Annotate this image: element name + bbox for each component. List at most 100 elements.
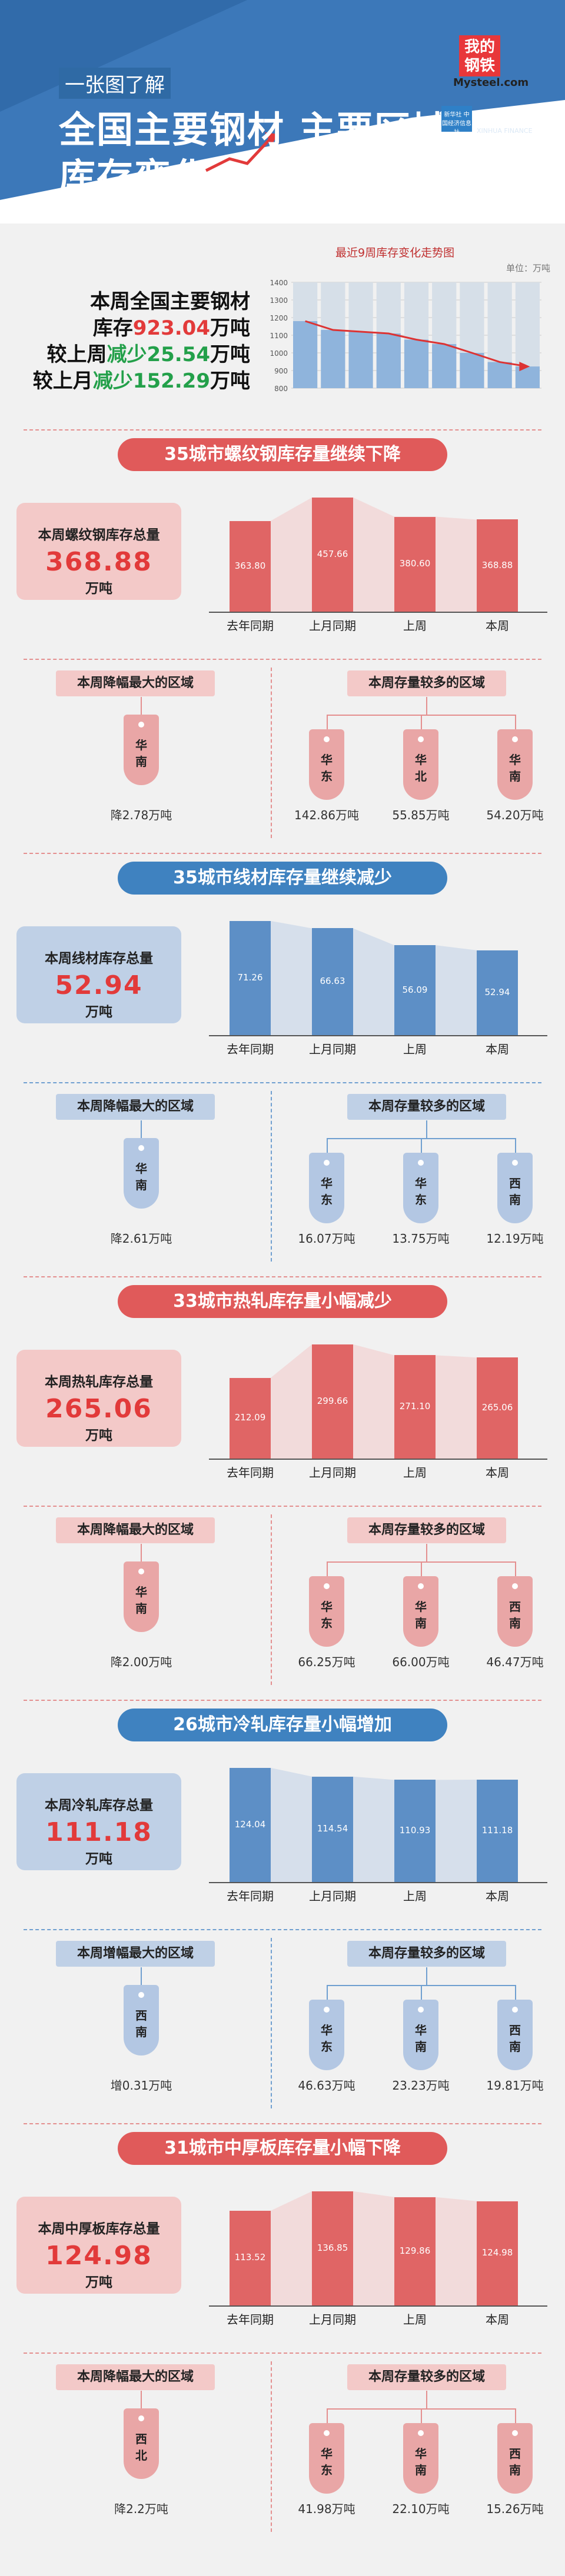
connector [515, 1138, 516, 1153]
bar-value-label: 299.66 [317, 1395, 348, 1406]
mini-bar [293, 321, 318, 388]
total-label: 本周中厚板库存总量 [38, 2221, 160, 2237]
tag-hole-icon [512, 2007, 518, 2013]
right-region-tag: 华东 [403, 1153, 438, 1223]
summary-line1: 本周全国主要钢材 [90, 290, 250, 313]
tag-hole-icon [512, 736, 518, 742]
tag-hole-icon [418, 1160, 424, 1166]
region-label: 西南 [509, 1176, 521, 1207]
category-label: 本周 [486, 1042, 509, 1056]
category-label: 上周 [403, 1042, 427, 1056]
tag-hole-icon [324, 736, 330, 742]
right-region-tag: 华东 [309, 1153, 344, 1223]
bar-value-label: 368.88 [481, 559, 513, 570]
mini-bar-bg [376, 282, 401, 333]
region-label: 华东 [321, 1600, 333, 1630]
tag-hole-icon [324, 1583, 330, 1589]
chart-bar: 212.09 [230, 1377, 271, 1459]
bar-value-label: 52.94 [484, 986, 510, 997]
bar-value-label: 212.09 [234, 1412, 266, 1423]
xinhua-finance-en: XINHUA FINANCE [477, 127, 533, 135]
vertical-divider [271, 1938, 272, 2108]
bar-value-label: 271.10 [399, 1401, 431, 1412]
connector [421, 2408, 422, 2423]
chart-bar: 380.60 [394, 516, 436, 612]
left-region-tag: 西北 [124, 2408, 159, 2479]
right-region-tag: 华东 [309, 1576, 344, 1647]
left-region-tag: 华南 [124, 1138, 159, 1209]
subsection-divider [24, 2353, 541, 2354]
mini-ytick: 1300 [270, 296, 288, 305]
right-region-value: 16.07万吨 [298, 1232, 355, 1246]
total-label: 本周冷轧库存总量 [45, 1798, 153, 1813]
left-region-value: 降2.78万吨 [110, 808, 172, 822]
total-unit: 万吨 [85, 2275, 112, 2290]
right-region-tag: 华北 [403, 729, 438, 800]
connector [426, 697, 427, 715]
total-box: 本周线材库存总量 52.94 万吨 [16, 926, 181, 1023]
mini-bar-bg [515, 282, 540, 367]
category-label: 本周 [486, 1466, 509, 1480]
region-label: 华南 [415, 2023, 427, 2054]
connector [421, 1138, 422, 1153]
total-unit: 万吨 [85, 1428, 112, 1443]
connector [141, 697, 142, 715]
subsection-divider [24, 659, 541, 660]
right-region-value: 54.20万吨 [486, 808, 544, 822]
region-label: 华东 [321, 1176, 333, 1207]
chart-bar: 71.26 [230, 920, 271, 1035]
category-label: 上周 [403, 2313, 427, 2327]
chart-bar: 368.88 [477, 519, 518, 612]
tag-hole-icon [418, 1583, 424, 1589]
summary-line2: 库存923.04万吨 [92, 316, 250, 340]
bar-value-label: 129.86 [399, 2245, 431, 2256]
connector [327, 715, 328, 729]
section-title: 33城市热轧库存量小幅减少 [118, 1285, 447, 1318]
xinhua-logo-box: 新华社 中国经济信息社 [441, 106, 472, 136]
chart-axis [209, 612, 547, 613]
right-region-value: 15.26万吨 [486, 2502, 544, 2516]
right-region-tag: 华南 [403, 2423, 438, 2494]
connector [515, 2408, 516, 2423]
subsection-divider [24, 1082, 541, 1083]
bar-value-label: 265.06 [481, 1402, 513, 1413]
section-title: 31城市中厚板库存量小幅下降 [118, 2132, 447, 2165]
chart-bar: 265.06 [477, 1357, 518, 1459]
right-region-tag: 华东 [309, 729, 344, 800]
mini-ytick: 1100 [270, 332, 288, 340]
bar-value-label: 457.66 [317, 548, 348, 559]
right-subtitle: 本周存量较多的区域 [347, 670, 506, 696]
total-value: 111.18 [45, 1817, 152, 1847]
chart-bar: 110.93 [394, 1780, 436, 1882]
tag-hole-icon [512, 2430, 518, 2436]
header: 一张图了解 全国主要钢材 主要区域 库存变化 我的 钢铁 Mysteel.com … [0, 0, 565, 223]
tag-hole-icon [324, 1160, 330, 1166]
right-subtitle: 本周存量较多的区域 [347, 1941, 506, 1967]
mini-bar-bg [321, 282, 345, 330]
right-region-value: 12.19万吨 [486, 1232, 544, 1246]
category-label: 去年同期 [227, 1889, 274, 1903]
tag-hole-icon [418, 2430, 424, 2436]
region-label: 华南 [415, 2447, 427, 2477]
right-region-value: 41.98万吨 [298, 2502, 355, 2516]
category-label: 上周 [403, 1466, 427, 1480]
bar-value-label: 110.93 [399, 1825, 431, 1836]
subsection-divider [24, 1506, 541, 1507]
connector [327, 1138, 328, 1153]
chart-bar: 56.09 [394, 945, 436, 1035]
tag-hole-icon [138, 1569, 144, 1574]
region-label: 华北 [415, 753, 427, 783]
category-label: 去年同期 [227, 2313, 274, 2327]
subsection-divider [24, 1929, 541, 1930]
region-label: 华南 [415, 1600, 427, 1630]
chart-bar: 111.18 [477, 1779, 518, 1882]
connector [141, 2391, 142, 2408]
bar-value-label: 136.85 [317, 2242, 348, 2253]
mini-bar-bg [460, 282, 484, 353]
chart-bar: 363.80 [230, 520, 271, 612]
chart-bar: 299.66 [312, 1344, 353, 1459]
right-region-value: 46.47万吨 [486, 1655, 544, 1669]
right-region-tag: 华南 [403, 2000, 438, 2070]
left-region-tag: 华南 [124, 715, 159, 785]
mini-bar-bg [404, 282, 429, 340]
